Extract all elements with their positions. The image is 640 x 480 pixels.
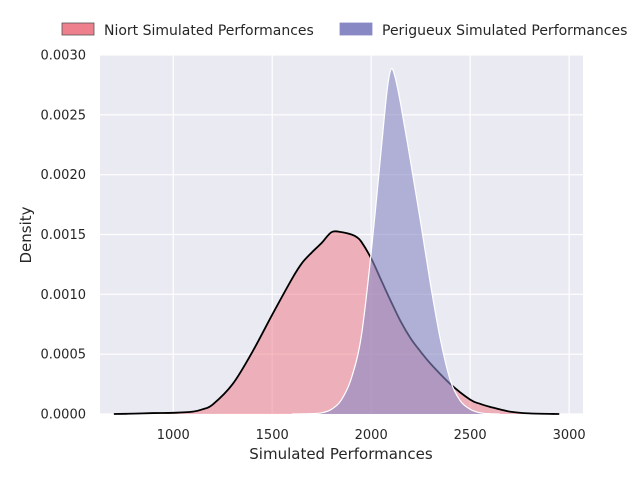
legend-label-1: Perigueux Simulated Performances — [382, 23, 627, 39]
legend-label-0: Niort Simulated Performances — [104, 23, 314, 39]
y-axis-label: Density — [17, 206, 35, 263]
legend-swatch-1 — [339, 22, 373, 36]
x-tick-label-1: 1500 — [256, 428, 289, 443]
x-tick-label-3: 2500 — [454, 428, 487, 443]
density-areas — [113, 68, 560, 415]
y-tick-label-3: 0.0015 — [41, 228, 87, 243]
y-tick-label-0: 0.0000 — [41, 408, 87, 423]
x-tick-label-4: 3000 — [553, 428, 586, 443]
grid-lines — [100, 54, 583, 415]
y-tick-labels: 0.0000 0.0005 0.0010 0.0015 0.0020 0.0025 0.00… — [41, 49, 87, 423]
x-tick-labels: 1000 1500 2000 2500 3000 — [157, 428, 586, 443]
series-1-area — [292, 68, 500, 415]
series-0-area — [113, 231, 560, 414]
x-tick-label-0: 1000 — [157, 428, 190, 443]
y-tick-label-6: 0.0030 — [41, 49, 87, 64]
series-0-line — [113, 230, 560, 415]
series-1-line — [291, 68, 500, 415]
legend: Niort Simulated Performances Perigueux Si… — [61, 22, 627, 39]
x-axis-label: Simulated Performances — [249, 445, 433, 463]
legend-swatch-0 — [61, 22, 95, 36]
y-tick-label-2: 0.0010 — [41, 288, 87, 303]
y-tick-label-5: 0.0025 — [41, 108, 87, 123]
y-tick-label-4: 0.0020 — [41, 168, 87, 183]
y-tick-label-1: 0.0005 — [41, 348, 87, 363]
x-tick-label-2: 2000 — [355, 428, 388, 443]
